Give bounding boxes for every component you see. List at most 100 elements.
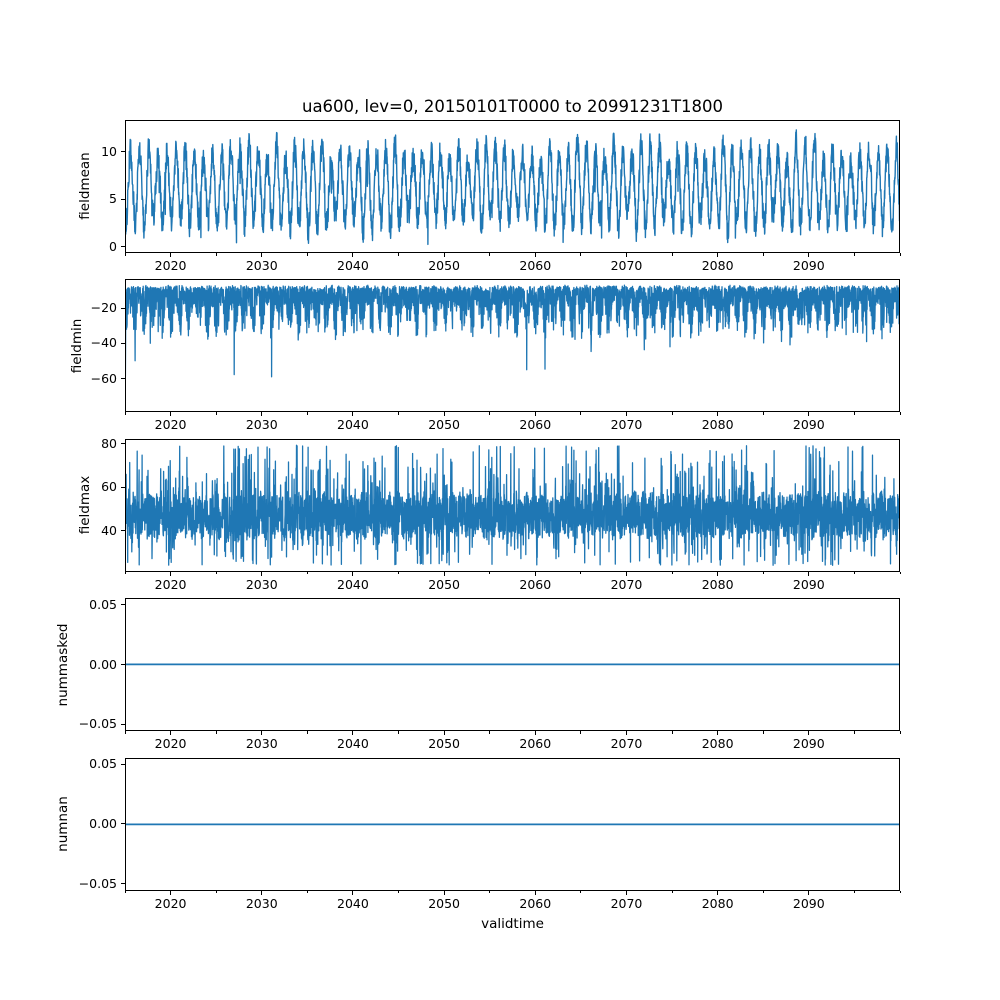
x-minor-tick bbox=[306, 253, 308, 256]
x-minor-tick bbox=[489, 731, 491, 734]
x-minor-tick bbox=[489, 571, 491, 575]
x-minor-tick bbox=[580, 412, 582, 415]
x-tick-label: 2030 bbox=[245, 895, 278, 911]
x-axis-label: validtime bbox=[481, 916, 544, 932]
x-major-tick bbox=[625, 412, 627, 417]
x-minor-tick bbox=[124, 571, 126, 575]
x-minor-tick bbox=[853, 412, 855, 415]
x-major-tick bbox=[170, 253, 172, 257]
x-major-tick bbox=[717, 731, 719, 736]
x-minor-tick bbox=[398, 571, 400, 575]
x-major-tick bbox=[261, 731, 263, 736]
x-minor-tick bbox=[899, 890, 901, 894]
x-minor-tick bbox=[580, 731, 582, 734]
nummasked-line-chart bbox=[125, 598, 900, 732]
x-minor-tick bbox=[306, 731, 308, 734]
x-minor-tick bbox=[899, 571, 901, 575]
figure-title: ua600, lev=0, 20150101T0000 to 20991231T… bbox=[301, 97, 724, 116]
x-tick-label: 2090 bbox=[792, 895, 825, 911]
x-major-tick bbox=[808, 253, 810, 257]
fieldmax-axes bbox=[125, 438, 900, 572]
x-minor-tick bbox=[762, 571, 764, 575]
x-minor-tick bbox=[762, 890, 764, 894]
y-major-tick bbox=[121, 378, 125, 380]
y-tick-label: 0.05 bbox=[89, 756, 117, 772]
axes-spines bbox=[125, 120, 900, 253]
x-major-tick bbox=[261, 571, 263, 576]
x-minor-tick bbox=[853, 890, 855, 894]
x-tick-label: 2090 bbox=[792, 736, 825, 752]
x-minor-tick bbox=[489, 890, 491, 894]
y-tick-label: 0 bbox=[109, 238, 117, 254]
x-major-tick bbox=[352, 412, 354, 417]
x-minor-tick bbox=[124, 253, 126, 256]
fieldmean-line-chart bbox=[125, 120, 900, 253]
x-tick-label: 2060 bbox=[519, 895, 552, 911]
x-minor-tick bbox=[899, 731, 901, 734]
x-major-tick bbox=[443, 731, 445, 736]
x-major-tick bbox=[808, 412, 810, 417]
x-minor-tick bbox=[215, 571, 217, 575]
y-tick-label: −0.05 bbox=[78, 716, 117, 732]
y-tick-label: 0.00 bbox=[89, 656, 117, 672]
x-major-tick bbox=[170, 731, 172, 736]
x-tick-label: 2080 bbox=[701, 258, 734, 273]
y-major-tick bbox=[121, 198, 125, 200]
y-tick-label: −40 bbox=[90, 335, 117, 351]
x-tick-label: 2060 bbox=[519, 417, 552, 433]
x-major-tick bbox=[352, 890, 354, 895]
x-major-tick bbox=[717, 890, 719, 895]
x-minor-tick bbox=[853, 731, 855, 734]
fieldmin-series-line bbox=[126, 284, 899, 378]
y-major-tick bbox=[121, 342, 125, 344]
x-minor-tick bbox=[762, 253, 764, 256]
x-minor-tick bbox=[306, 412, 308, 415]
x-major-tick bbox=[625, 731, 627, 736]
x-minor-tick bbox=[124, 412, 126, 415]
x-tick-label: 2030 bbox=[245, 736, 278, 752]
x-major-tick bbox=[443, 571, 445, 576]
y-major-tick bbox=[121, 823, 125, 825]
x-major-tick bbox=[261, 412, 263, 417]
x-minor-tick bbox=[489, 253, 491, 256]
x-tick-label: 2090 bbox=[792, 576, 825, 592]
x-major-tick bbox=[534, 412, 536, 417]
y-major-tick bbox=[121, 763, 125, 765]
x-minor-tick bbox=[580, 890, 582, 894]
x-tick-label: 2070 bbox=[610, 258, 643, 273]
x-major-tick bbox=[443, 890, 445, 895]
y-tick-label: 0.05 bbox=[89, 596, 117, 612]
x-tick-label: 2020 bbox=[154, 736, 187, 752]
x-major-tick bbox=[625, 253, 627, 257]
x-major-tick bbox=[261, 890, 263, 895]
x-minor-tick bbox=[215, 731, 217, 734]
x-minor-tick bbox=[671, 412, 673, 415]
x-major-tick bbox=[625, 890, 627, 895]
x-tick-label: 2070 bbox=[610, 736, 643, 752]
x-tick-label: 2050 bbox=[428, 258, 461, 273]
x-tick-label: 2090 bbox=[792, 417, 825, 433]
x-minor-tick bbox=[306, 890, 308, 894]
x-minor-tick bbox=[215, 253, 217, 256]
x-minor-tick bbox=[671, 571, 673, 575]
x-minor-tick bbox=[398, 731, 400, 734]
x-minor-tick bbox=[580, 571, 582, 575]
x-minor-tick bbox=[398, 412, 400, 415]
x-tick-label: 2040 bbox=[337, 895, 369, 911]
y-major-tick bbox=[121, 723, 125, 725]
x-tick-label: 2040 bbox=[337, 736, 369, 752]
y-tick-label: −60 bbox=[90, 370, 117, 386]
y-tick-label: 80 bbox=[101, 436, 117, 451]
x-major-tick bbox=[170, 571, 172, 576]
x-tick-label: 2050 bbox=[428, 576, 461, 592]
x-minor-tick bbox=[398, 890, 400, 894]
x-minor-tick bbox=[489, 412, 491, 415]
x-major-tick bbox=[808, 571, 810, 576]
numnan-axes bbox=[125, 757, 900, 891]
x-minor-tick bbox=[762, 412, 764, 415]
y-tick-label: 10 bbox=[101, 143, 117, 159]
x-major-tick bbox=[170, 890, 172, 895]
y-tick-label: −20 bbox=[90, 300, 117, 316]
x-major-tick bbox=[534, 890, 536, 895]
x-minor-tick bbox=[398, 253, 400, 256]
